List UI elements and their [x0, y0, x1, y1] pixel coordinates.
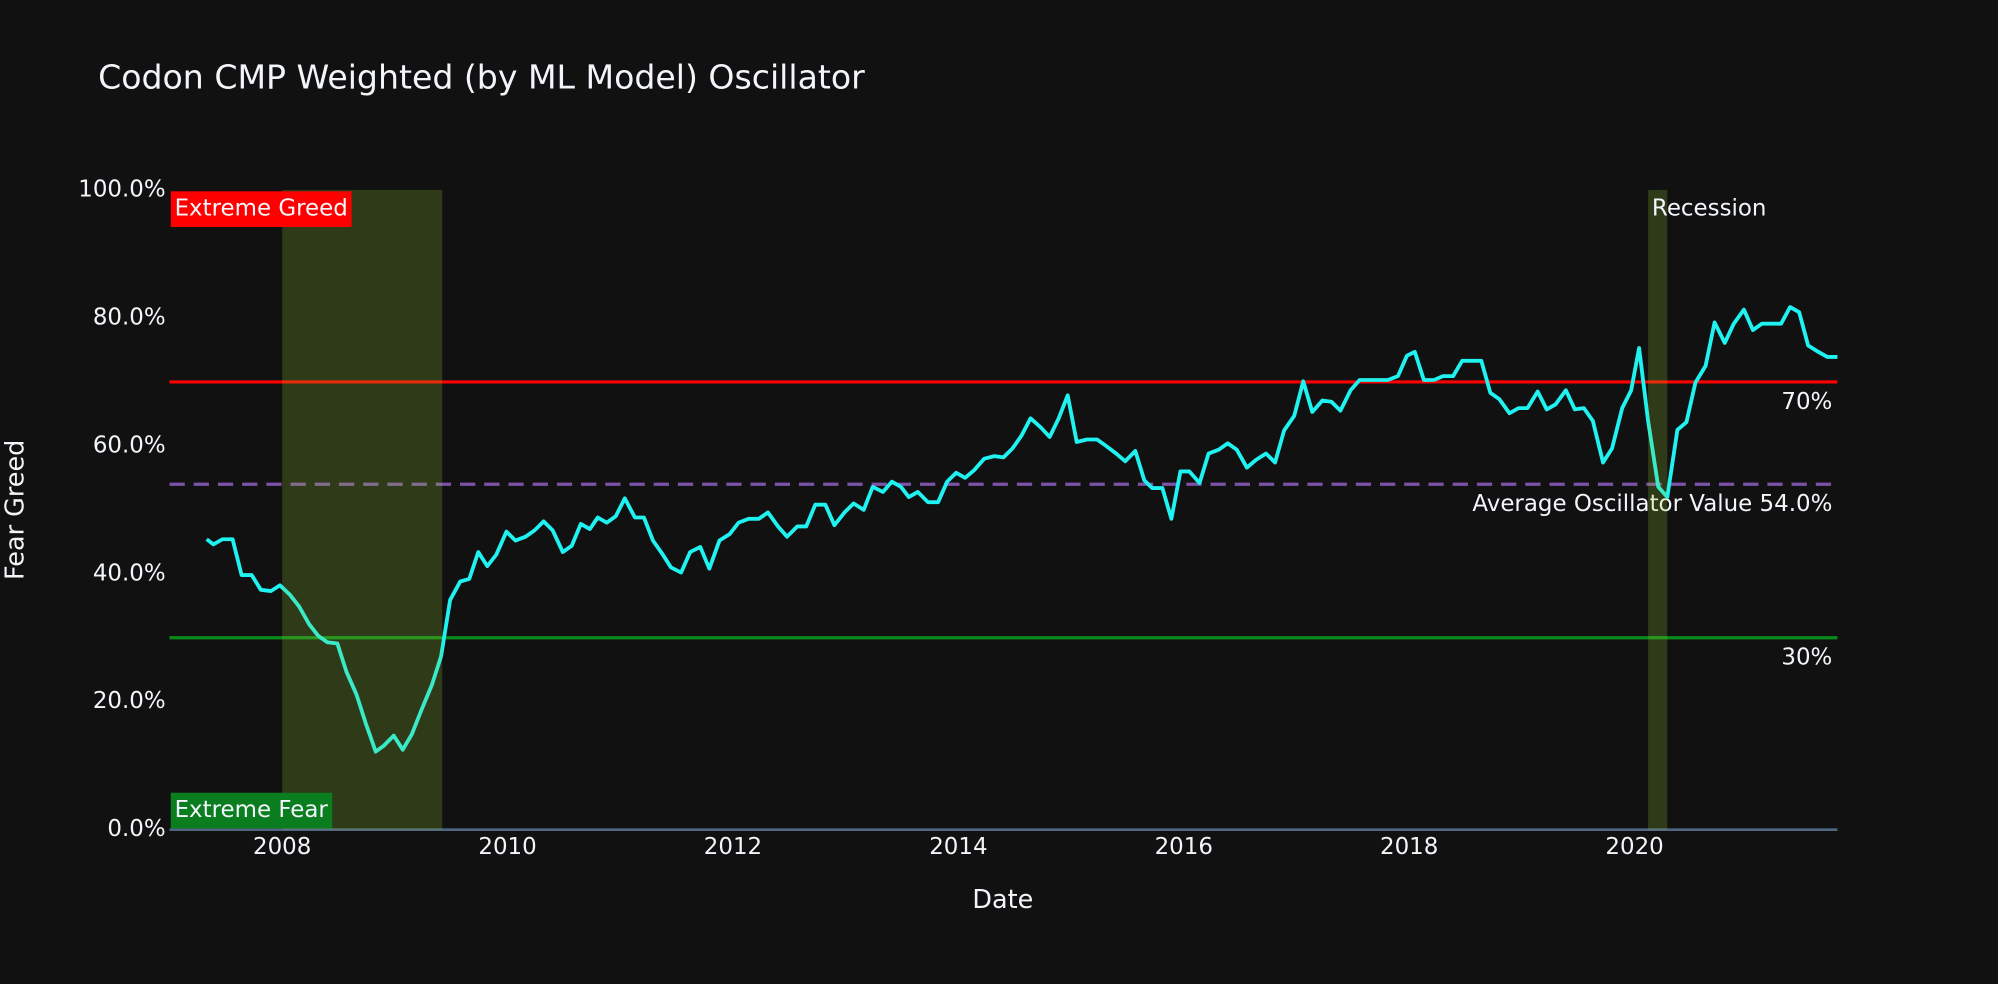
- zone-label-bg: [170, 191, 352, 227]
- zone-label-bg: [170, 792, 333, 829]
- reference-label: Average Oscillator Value 54.0%: [1472, 491, 1832, 517]
- recession-shade: [1648, 190, 1668, 830]
- x-tick-label: 2016: [1155, 834, 1213, 860]
- reference-label: 70%: [1781, 389, 1832, 415]
- zone-label: Extreme Fear: [175, 797, 329, 823]
- y-tick-label: 0.0%: [107, 816, 165, 842]
- reference-label: 30%: [1781, 645, 1832, 671]
- y-tick-label: 100.0%: [78, 177, 165, 203]
- recession-shade: [282, 190, 443, 830]
- y-axis-title: Fear Greed: [1, 440, 31, 580]
- recession-label: Recession: [1652, 196, 1767, 222]
- x-tick-label: 2010: [478, 834, 536, 860]
- zone-label: Extreme Greed: [175, 196, 348, 222]
- oscillator-line: [205, 305, 1838, 754]
- y-tick-label: 40.0%: [93, 560, 166, 586]
- x-axis-title: Date: [972, 885, 1033, 915]
- x-tick-label: 2020: [1605, 834, 1663, 860]
- x-tick-label: 2008: [253, 834, 311, 860]
- x-tick-label: 2014: [929, 834, 987, 860]
- y-tick-label: 20.0%: [93, 688, 166, 714]
- x-tick-label: 2012: [704, 834, 762, 860]
- y-tick-label: 60.0%: [93, 432, 166, 458]
- y-tick-label: 80.0%: [93, 304, 166, 330]
- chart-title: Codon CMP Weighted (by ML Model) Oscilla…: [98, 58, 865, 97]
- x-tick-label: 2018: [1380, 834, 1438, 860]
